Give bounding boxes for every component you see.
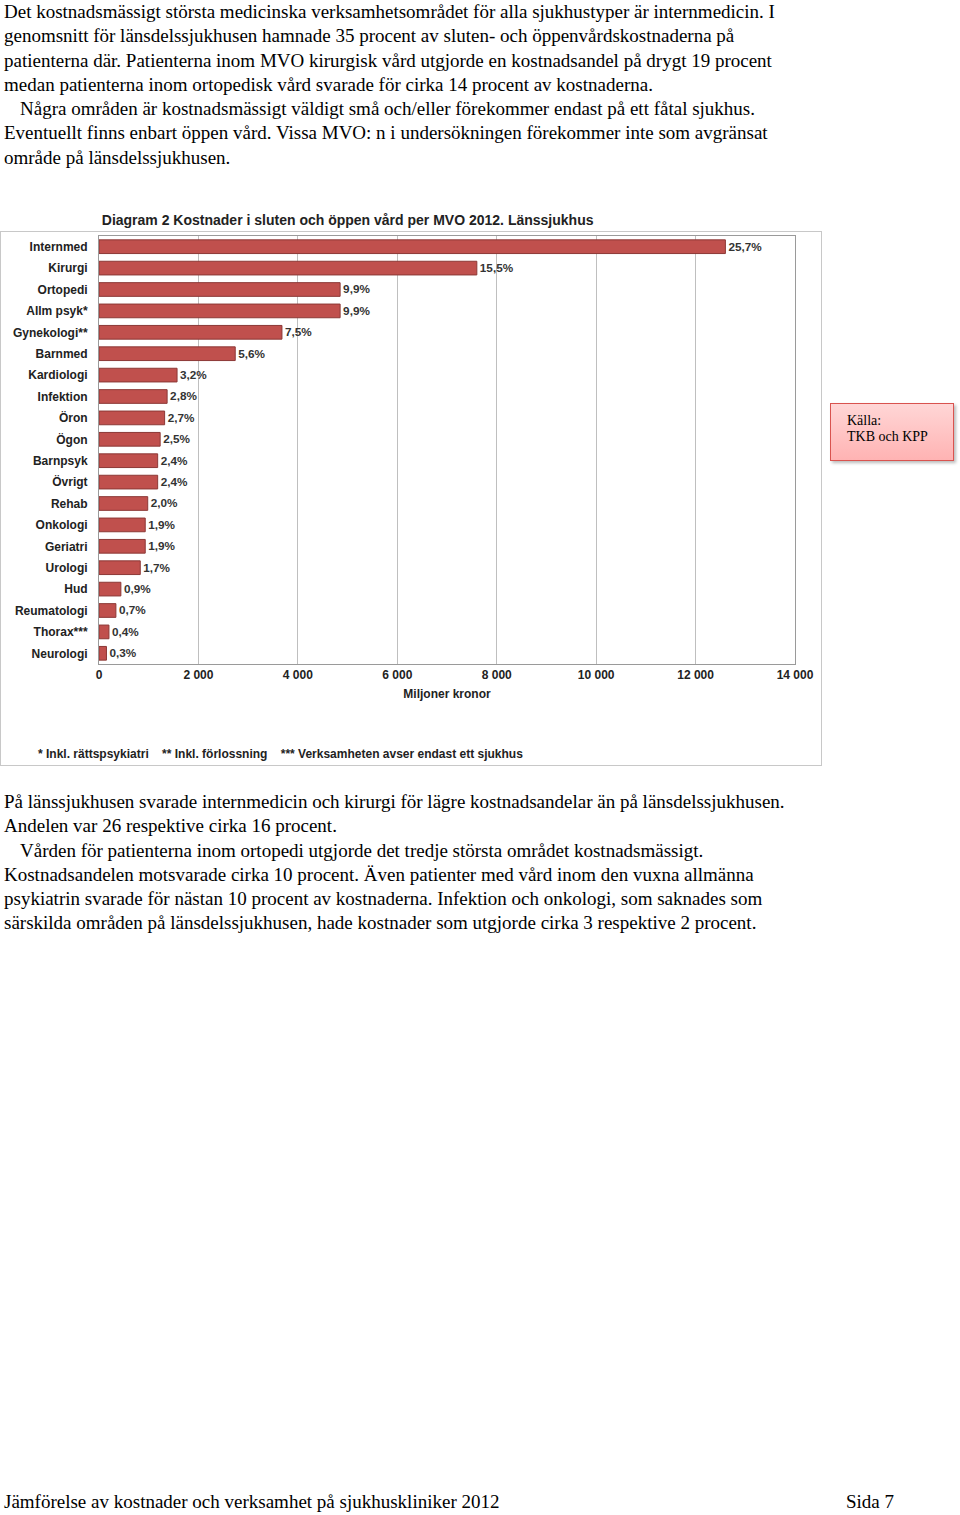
svg-text:Miljoner kronor: Miljoner kronor <box>403 687 491 701</box>
svg-text:12 000: 12 000 <box>677 668 714 682</box>
svg-text:Kirurgi: Kirurgi <box>48 261 87 275</box>
svg-text:Ögon: Ögon <box>56 432 87 447</box>
svg-text:Internmed: Internmed <box>30 240 88 254</box>
svg-text:2,4%: 2,4% <box>161 475 188 488</box>
svg-text:* Inkl. rättspsykiatri ** I: * Inkl. rättspsykiatri ** Inkl. förlossn… <box>38 747 523 761</box>
svg-text:Diagram 2 Kostnader i sluten o: Diagram 2 Kostnader i sluten och öppen v… <box>102 212 594 228</box>
svg-text:2,0%: 2,0% <box>151 496 178 509</box>
svg-text:2 000: 2 000 <box>183 668 213 682</box>
svg-text:Rehab: Rehab <box>51 497 88 511</box>
svg-text:3,2%: 3,2% <box>180 368 207 381</box>
svg-text:25,7%: 25,7% <box>728 240 762 253</box>
svg-text:8 000: 8 000 <box>482 668 512 682</box>
svg-text:Geriatri: Geriatri <box>45 540 88 554</box>
svg-text:15,5%: 15,5% <box>480 261 514 274</box>
html-text:Källa:: Källa: <box>847 413 882 428</box>
svg-text:2,5%: 2,5% <box>163 432 190 445</box>
html-text:Sida 7: Sida 7 <box>846 1491 894 1512</box>
svg-text:1,9%: 1,9% <box>148 518 175 531</box>
html-text:Några områden är kostnadsmässi: Några områden är kostnadsmässigt väldigt… <box>4 98 768 168</box>
svg-text:1,9%: 1,9% <box>148 539 175 552</box>
svg-text:Ortopedi: Ortopedi <box>38 283 88 297</box>
svg-text:14 000: 14 000 <box>777 668 814 682</box>
svg-text:Hud: Hud <box>64 582 87 596</box>
svg-text:9,9%: 9,9% <box>343 282 370 295</box>
svg-text:Öron: Öron <box>59 410 88 425</box>
html-text:På länssjukhusen svarade inter: På länssjukhusen svarade internmedicin o… <box>4 791 785 837</box>
svg-text:6 000: 6 000 <box>382 668 412 682</box>
svg-text:Neurologi: Neurologi <box>32 647 88 661</box>
svg-text:2,7%: 2,7% <box>168 411 195 424</box>
svg-text:Thorax***: Thorax*** <box>34 625 88 639</box>
svg-text:Allm psyk*: Allm psyk* <box>26 304 88 318</box>
svg-text:Urologi: Urologi <box>46 561 88 575</box>
svg-text:Infektion: Infektion <box>38 390 88 404</box>
svg-text:Onkologi: Onkologi <box>36 518 88 532</box>
html-text:Det kostnadsmässigt största me: Det kostnadsmässigt största medicinska v… <box>4 1 775 95</box>
svg-text:10 000: 10 000 <box>578 668 615 682</box>
html-text:Vården för patienterna inom or: Vården för patienterna inom ortopedi utg… <box>4 839 763 934</box>
svg-text:1,7%: 1,7% <box>143 561 170 574</box>
svg-text:4 000: 4 000 <box>283 668 313 682</box>
svg-text:5,6%: 5,6% <box>238 347 265 360</box>
svg-text:7,5%: 7,5% <box>285 325 312 338</box>
svg-text:2,8%: 2,8% <box>170 389 197 402</box>
svg-text:Kardiologi: Kardiologi <box>28 368 87 382</box>
svg-text:Gynekologi**: Gynekologi** <box>13 326 88 340</box>
svg-text:Övrigt: Övrigt <box>52 474 87 489</box>
svg-text:Barnmed: Barnmed <box>36 347 88 361</box>
svg-text:0,9%: 0,9% <box>124 582 151 595</box>
html-text:TKB och KPP: TKB och KPP <box>847 429 928 444</box>
svg-text:0,4%: 0,4% <box>112 625 139 638</box>
svg-text:Reumatologi: Reumatologi <box>15 604 88 618</box>
svg-text:Barnpsyk: Barnpsyk <box>33 454 88 468</box>
svg-text:2,4%: 2,4% <box>161 454 188 467</box>
svg-text:0: 0 <box>96 668 103 682</box>
svg-text:0,3%: 0,3% <box>109 646 136 659</box>
svg-text:9,9%: 9,9% <box>343 304 370 317</box>
html-text:Jämförelse av kostnader och ve: Jämförelse av kostnader och verksamhet p… <box>4 1491 500 1512</box>
svg-text:0,7%: 0,7% <box>119 603 146 616</box>
